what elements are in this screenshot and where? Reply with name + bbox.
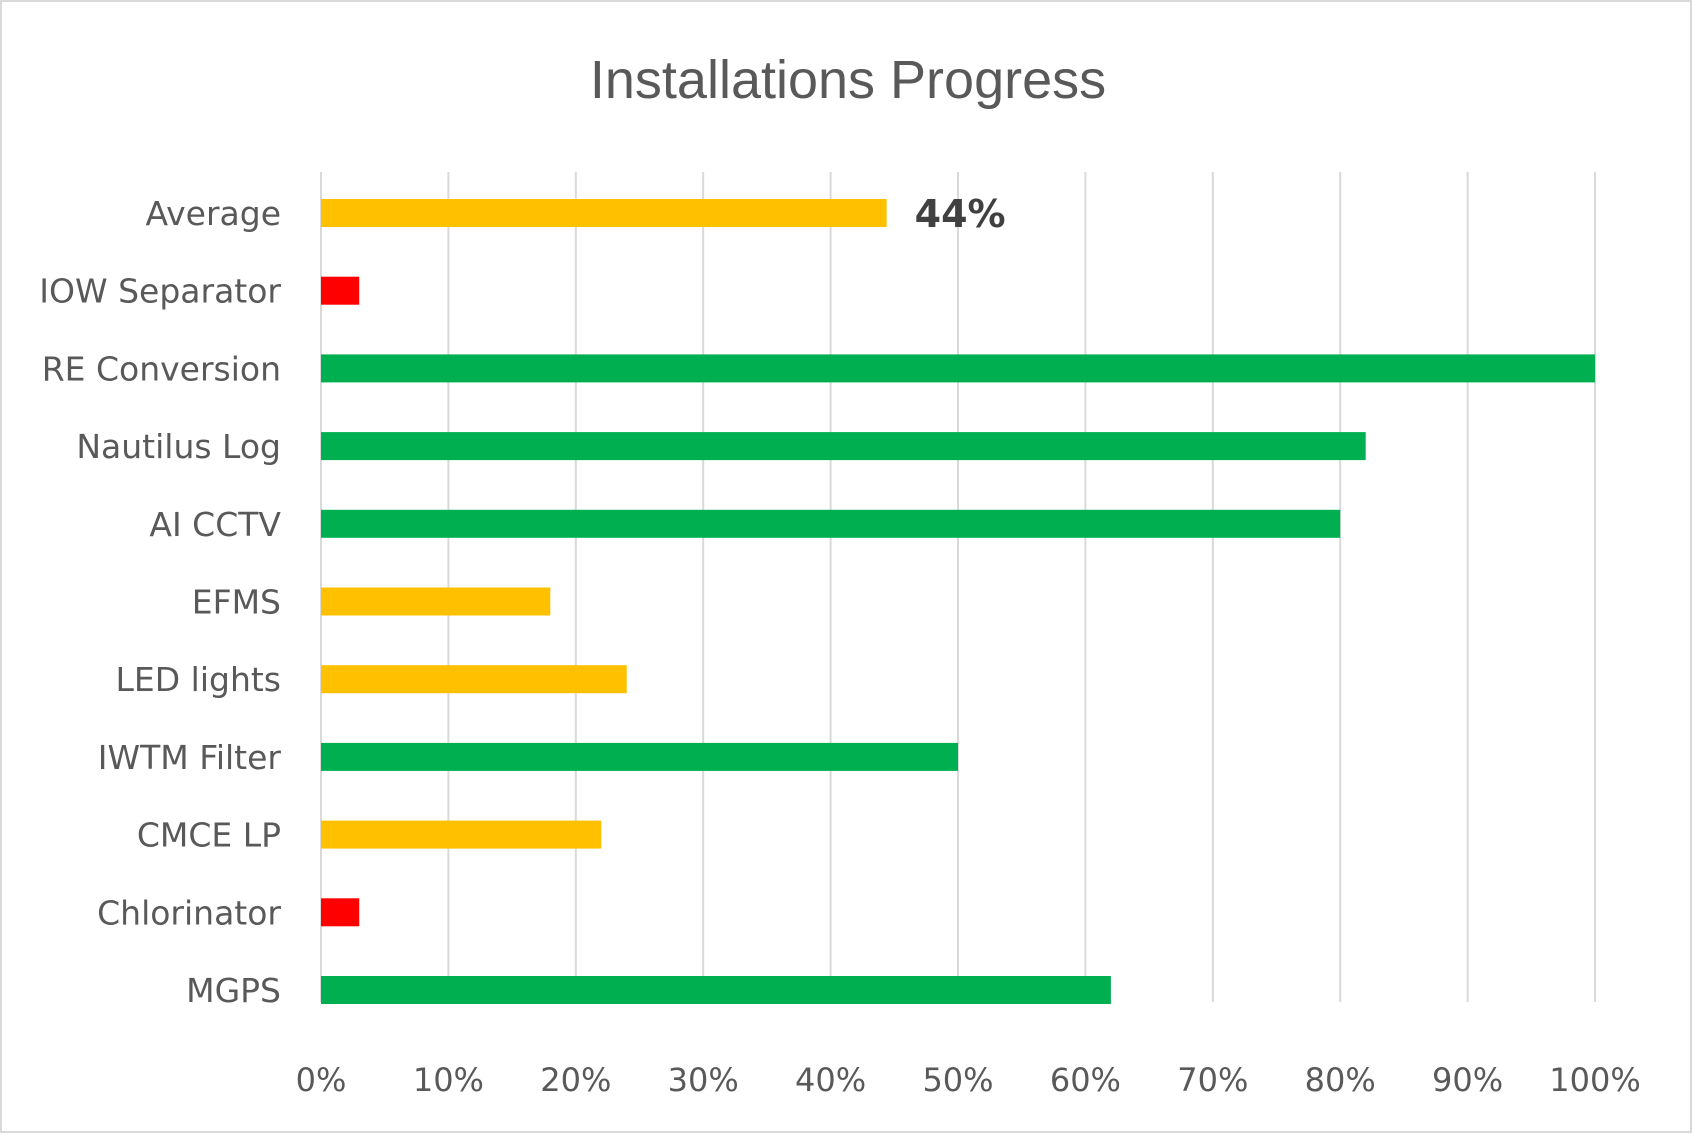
category-label: IOW Separator xyxy=(39,272,281,311)
bar xyxy=(321,199,887,227)
x-tick-label: 50% xyxy=(922,1061,993,1099)
category-label: RE Conversion xyxy=(42,349,281,388)
category-label: Chlorinator xyxy=(97,893,281,932)
bar xyxy=(321,509,1341,538)
x-tick-label: 60% xyxy=(1050,1061,1121,1099)
bar xyxy=(321,665,627,694)
x-tick-label: 10% xyxy=(413,1061,484,1099)
x-tick-label: 20% xyxy=(540,1061,611,1099)
gridlines xyxy=(320,172,1596,1002)
bar xyxy=(321,354,1595,383)
x-tick-label: 80% xyxy=(1305,1061,1376,1099)
data-labels: 44% xyxy=(915,192,1006,236)
category-label: LED lights xyxy=(116,660,281,699)
data-label: 44% xyxy=(915,192,1006,236)
category-label: CMCE LP xyxy=(137,816,281,855)
x-tick-label: 40% xyxy=(795,1061,866,1099)
category-label: Nautilus Log xyxy=(76,427,281,466)
category-label: IWTM Filter xyxy=(98,738,282,777)
bar xyxy=(321,432,1366,461)
x-tick-label: 0% xyxy=(296,1061,347,1099)
x-tick-label: 70% xyxy=(1177,1061,1248,1099)
category-labels: Average IOW Separator RE Conversion Nautilu… xyxy=(39,194,281,1010)
x-tick-label: 30% xyxy=(668,1061,739,1099)
bar xyxy=(321,820,602,849)
bar xyxy=(321,976,1111,1004)
x-tick-label: 90% xyxy=(1432,1061,1503,1099)
x-axis-tick-labels: 0% 10% 20% 30% 40% 50% 60% 70% 80% 90% 100% xyxy=(296,1061,1641,1099)
bar xyxy=(321,898,360,927)
bars xyxy=(321,199,1595,1004)
x-tick-label: 100% xyxy=(1549,1061,1640,1099)
category-label: AI CCTV xyxy=(149,505,281,544)
category-label: EFMS xyxy=(192,583,281,622)
bar xyxy=(321,742,958,771)
bar xyxy=(321,587,551,616)
category-label: MGPS xyxy=(186,971,281,1010)
category-label: Average xyxy=(145,194,281,233)
bar xyxy=(321,276,360,305)
chart-title: Installations Progress xyxy=(590,50,1106,110)
